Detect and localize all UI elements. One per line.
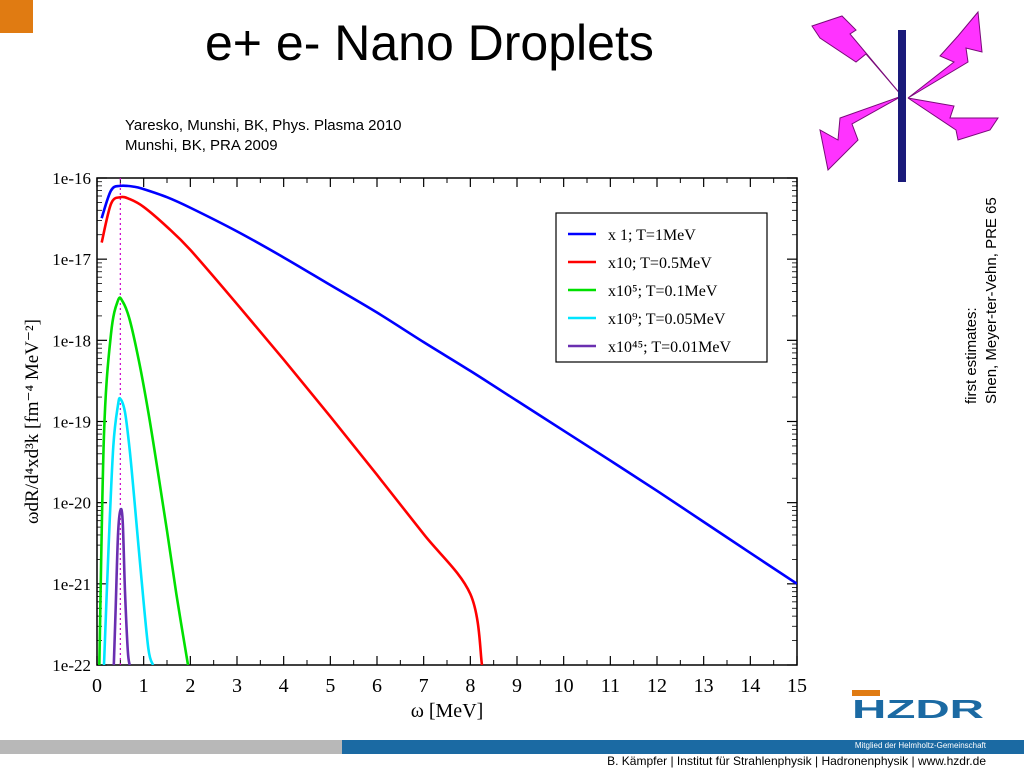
references: Yaresko, Munshi, BK, Phys. Plasma 2010 M… — [125, 116, 402, 156]
legend-box — [555, 212, 768, 363]
side-note: first estimates: Shen, Meyer-ter-Vehn, P… — [962, 197, 1002, 404]
x-tick-label: 13 — [694, 675, 714, 697]
y-tick-label: 1e-18 — [52, 331, 91, 350]
emblem-icon — [811, 10, 999, 182]
reference-line: Yaresko, Munshi, BK, Phys. Plasma 2010 — [125, 117, 402, 134]
y-tick-label: 1e-21 — [52, 575, 91, 594]
logo-text: HZDR — [852, 694, 984, 722]
legend-label: x10; T=0.5MeV — [608, 255, 712, 272]
legend-label: x10⁵; T=0.1MeV — [608, 283, 718, 300]
x-axis-label: ω [MeV] — [411, 700, 484, 720]
x-tick-label: 7 — [419, 675, 429, 697]
x-tick-label: 11 — [601, 675, 620, 697]
lightning-bolt-lower-right — [907, 97, 999, 141]
x-tick-label: 14 — [740, 675, 760, 697]
x-tick-label: 6 — [372, 675, 382, 697]
y-tick-label: 1e-20 — [52, 494, 91, 513]
series-line — [100, 195, 484, 665]
footer-gray-bar — [0, 740, 342, 754]
legend-label: x 1; T=1MeV — [608, 227, 696, 244]
x-tick-label: 9 — [512, 675, 522, 697]
slide-title: e+ e- Nano Droplets — [205, 15, 654, 71]
reference-line: Munshi, BK, PRA 2009 — [125, 137, 278, 154]
series-line — [102, 396, 155, 665]
hzdr-logo-icon: HZDR — [852, 690, 984, 722]
legend-label: x10⁹; T=0.05MeV — [608, 311, 726, 328]
x-tick-label: 1 — [139, 675, 149, 697]
lightning-bolt-upper-left — [811, 15, 903, 97]
legend-label: x10⁴⁵; T=0.01MeV — [608, 339, 731, 356]
footer-member-text: Mitglied der Helmholtz-Gemeinschaft — [854, 741, 986, 750]
series-line — [98, 296, 190, 665]
x-tick-label: 5 — [325, 675, 335, 697]
y-axis-label: ωdR/d⁴xd³k [fm⁻⁴ MeV⁻²] — [22, 319, 43, 524]
side-note-line: first estimates: — [963, 307, 980, 404]
x-tick-label: 4 — [279, 675, 289, 697]
x-tick-label: 8 — [465, 675, 475, 697]
footer-text: B. Kämpfer | Institut für Strahlenphysik… — [607, 754, 986, 768]
y-tick-label: 1e-16 — [52, 169, 91, 188]
x-tick-label: 12 — [647, 675, 667, 697]
x-tick-label: 2 — [185, 675, 195, 697]
side-note-line: Shen, Meyer-ter-Vehn, PRE 65 — [983, 197, 1000, 404]
series-line — [112, 507, 131, 665]
lightning-bolt-lower-left — [819, 95, 903, 172]
y-tick-label: 1e-19 — [52, 413, 91, 432]
x-tick-label: 3 — [232, 675, 242, 697]
x-tick-label: 0 — [92, 675, 102, 697]
series-line — [100, 184, 797, 585]
x-tick-label: 10 — [554, 675, 574, 697]
footer-blue-bar — [342, 740, 1024, 754]
y-tick-label: 1e-17 — [52, 250, 91, 269]
y-tick-label: 1e-22 — [52, 656, 91, 675]
corner-accent — [0, 0, 33, 33]
chart: 0 1 2 3 4 5 6 7 8 9 10 11 12 13 14 151e-161e-171e-181e-… — [22, 169, 807, 720]
emblem-bar — [898, 30, 906, 182]
lightning-bolt-upper-right — [907, 10, 983, 99]
logo-accent-bar — [852, 690, 880, 696]
x-tick-label: 15 — [787, 675, 807, 697]
